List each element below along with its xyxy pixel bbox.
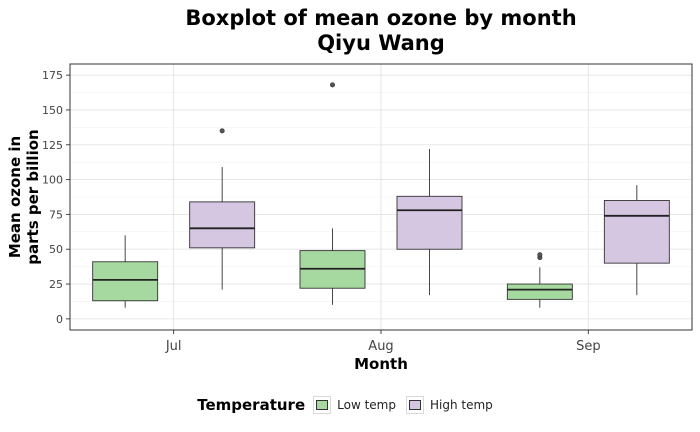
x-tick-label: Sep [576,339,601,354]
chart-title: Boxplot of mean ozone by month [185,6,577,30]
y-tick-label: 0 [56,313,63,326]
y-tick-label: 150 [42,104,63,117]
y-tick-label: 125 [42,139,63,152]
legend-title: Temperature [197,396,306,414]
x-tick-label: Aug [368,339,393,354]
legend-item-high-temp: High temp [405,396,493,414]
box-low-temp-jul [92,261,159,302]
box-low-temp-sep [506,283,573,300]
box-high-temp-aug [396,195,463,250]
y-tick-label: 50 [49,243,63,256]
legend-label-high-temp: High temp [429,398,493,412]
box-high-temp-jul [189,201,256,249]
y-axis-title-line: parts per billion [24,129,42,264]
chart-title-block: Boxplot of mean ozone by month Qiyu Wang [70,6,692,56]
x-axis-title: Month [354,355,408,373]
legend: Temperature Low temp High temp [0,396,700,414]
y-axis-title-line: Mean ozone in [6,136,24,258]
boxplot-chart: 0 25 50 75 100 125 150 175 Jul Aug Sep Month Mean oz… [6,63,693,373]
x-tick-label: Jul [165,339,182,354]
outlier-low-temp-aug [329,82,335,88]
y-tick-label: 25 [49,278,63,291]
legend-key-low-temp [313,396,332,414]
y-tick-label: 175 [42,69,63,82]
legend-item-low-temp: Low temp [313,396,396,414]
outlier-high-temp-jul [219,128,225,134]
box-high-temp-sep [603,200,670,264]
y-tick-label: 100 [42,174,63,187]
outlier-low-temp-sep [537,252,543,258]
legend-key-high-temp [405,396,424,414]
y-tick-label: 75 [49,208,63,221]
legend-label-low-temp: Low temp [337,398,396,412]
chart-subtitle: Qiyu Wang [317,31,445,55]
